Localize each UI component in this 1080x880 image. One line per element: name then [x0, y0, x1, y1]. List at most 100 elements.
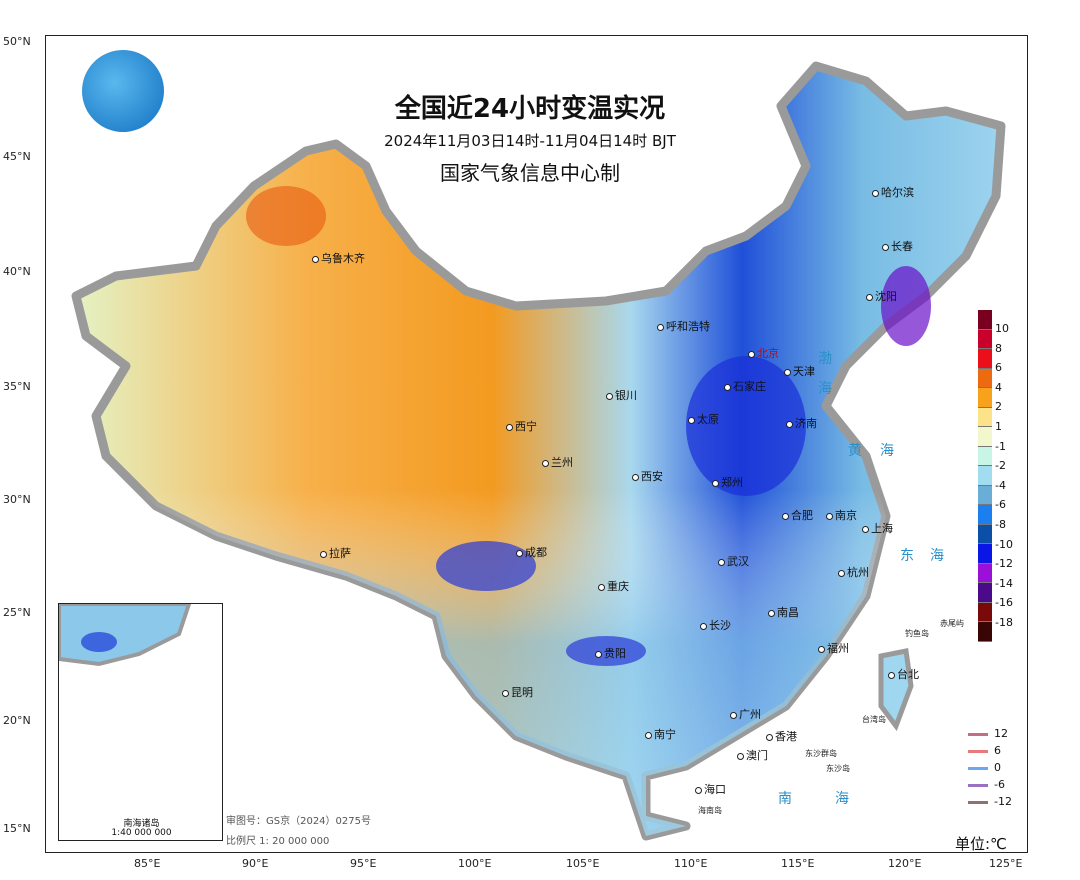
lat-tick: 45°N	[3, 150, 31, 163]
legend-label: 1	[995, 420, 1002, 433]
lon-tick: 115°E	[781, 857, 815, 870]
city-label: 拉萨	[320, 545, 351, 561]
contour-line-swatch	[968, 800, 988, 804]
city-label: 南宁	[645, 726, 676, 742]
city-label: 银川	[606, 387, 637, 403]
legend-swatch	[978, 622, 992, 642]
legend-label: -14	[995, 576, 1013, 590]
legend-label: 4	[995, 380, 1002, 394]
sea-label: 南	[778, 791, 792, 807]
inset-map	[59, 604, 192, 667]
city-label: 呼和浩特	[657, 318, 710, 334]
legend-label: -4	[995, 478, 1006, 492]
city-label: 南昌	[768, 604, 799, 620]
legend-swatch	[978, 602, 992, 622]
island-label: 钓鱼岛	[905, 629, 929, 638]
lon-tick: 110°E	[674, 857, 708, 870]
legend-swatch	[978, 310, 992, 330]
city-label: 郑州	[712, 474, 743, 490]
contour-line-swatch	[968, 749, 988, 753]
city-label: 天津	[784, 363, 815, 379]
legend-label: -18	[995, 616, 1013, 629]
city-label: 重庆	[598, 578, 629, 594]
sea-label: 海	[930, 548, 944, 564]
city-label: 海口	[695, 781, 726, 797]
city-label: 昆明	[502, 684, 533, 700]
city-label: 广州	[730, 706, 761, 722]
legend-swatch	[978, 446, 992, 466]
city-label: 长春	[882, 238, 913, 254]
legend-swatch	[978, 427, 992, 447]
legend-swatch	[978, 524, 992, 544]
legend-label: 6	[995, 361, 1002, 375]
lat-tick: 20°N	[3, 714, 31, 727]
lon-tick: 95°E	[350, 857, 377, 870]
contour-label: 12	[994, 727, 1008, 740]
contour-line-swatch	[968, 732, 988, 736]
inset-scale: 1:40 000 000	[111, 828, 172, 838]
sea-label: 东	[900, 548, 914, 564]
lat-tick: 40°N	[3, 265, 31, 278]
city-label: 福州	[818, 640, 849, 656]
lat-tick: 50°N	[3, 35, 31, 48]
city-label: 太原	[688, 411, 719, 427]
lat-tick: 35°N	[3, 380, 31, 393]
map-title: 全国近24小时变温实况	[394, 94, 666, 124]
legend-label: 8	[995, 341, 1002, 355]
city-label: 杭州	[838, 564, 869, 580]
legend-swatch	[978, 544, 992, 564]
contour-legend-item: 0	[968, 761, 1001, 774]
city-label: 台北	[888, 666, 919, 682]
legend-label: 10	[995, 322, 1009, 335]
island-label: 海南岛	[698, 806, 722, 815]
lat-tick: 15°N	[3, 822, 31, 835]
lon-tick: 105°E	[566, 857, 600, 870]
legend-swatch	[978, 583, 992, 603]
sea-label: 海	[880, 443, 894, 459]
legend-swatch	[978, 563, 992, 583]
contour-legend-item: 6	[968, 744, 1001, 757]
contour-label: 6	[994, 744, 1001, 757]
temperature-change-map	[71, 61, 1006, 841]
city-label: 香港	[766, 728, 797, 744]
legend-label: 2	[995, 400, 1002, 414]
city-label: 长沙	[700, 617, 731, 633]
lat-tick: 30°N	[3, 493, 31, 506]
legend-label: -6	[995, 498, 1006, 512]
lon-tick: 85°E	[134, 857, 161, 870]
sea-label: 黄	[848, 443, 862, 459]
city-label: 哈尔滨	[872, 184, 914, 200]
city-label: 西安	[632, 468, 663, 484]
city-label: 沈阳	[866, 288, 897, 304]
sea-label: 渤	[818, 351, 832, 367]
legend-label: -12	[995, 557, 1013, 571]
inset-title: 南海诸岛	[123, 819, 160, 829]
island-label: 台湾岛	[862, 715, 886, 724]
contour-label: 0	[994, 761, 1001, 774]
legend-swatch	[978, 368, 992, 388]
city-label: 兰州	[542, 454, 573, 470]
contour-legend-item: 12	[968, 727, 1008, 740]
legend-label: -8	[995, 518, 1006, 531]
legend-swatch	[978, 485, 992, 505]
legend-label: -16	[995, 596, 1013, 610]
map-subtitle: 2024年11月03日14时-11月04日14时 BJT	[384, 132, 676, 150]
color-legend	[978, 310, 992, 642]
scale-note: 比例尺 1: 20 000 000	[226, 836, 330, 847]
city-label: 贵阳	[595, 645, 626, 661]
city-label: 成都	[516, 544, 547, 560]
contour-line-swatch	[968, 783, 988, 787]
legend-label: -2	[995, 459, 1006, 473]
contour-line-swatch	[968, 766, 988, 770]
lon-tick: 120°E	[888, 857, 922, 870]
lon-tick: 100°E	[458, 857, 492, 870]
legend-label: -10	[995, 537, 1013, 551]
island-label: 赤尾屿	[940, 619, 964, 628]
city-label: 北京	[748, 345, 779, 361]
city-label: 合肥	[782, 507, 813, 523]
legend-swatch	[978, 407, 992, 427]
legend-swatch	[978, 388, 992, 408]
city-label: 石家庄	[724, 378, 766, 394]
lon-tick: 125°E	[989, 857, 1023, 870]
unit-label: 单位:℃	[955, 835, 1007, 853]
